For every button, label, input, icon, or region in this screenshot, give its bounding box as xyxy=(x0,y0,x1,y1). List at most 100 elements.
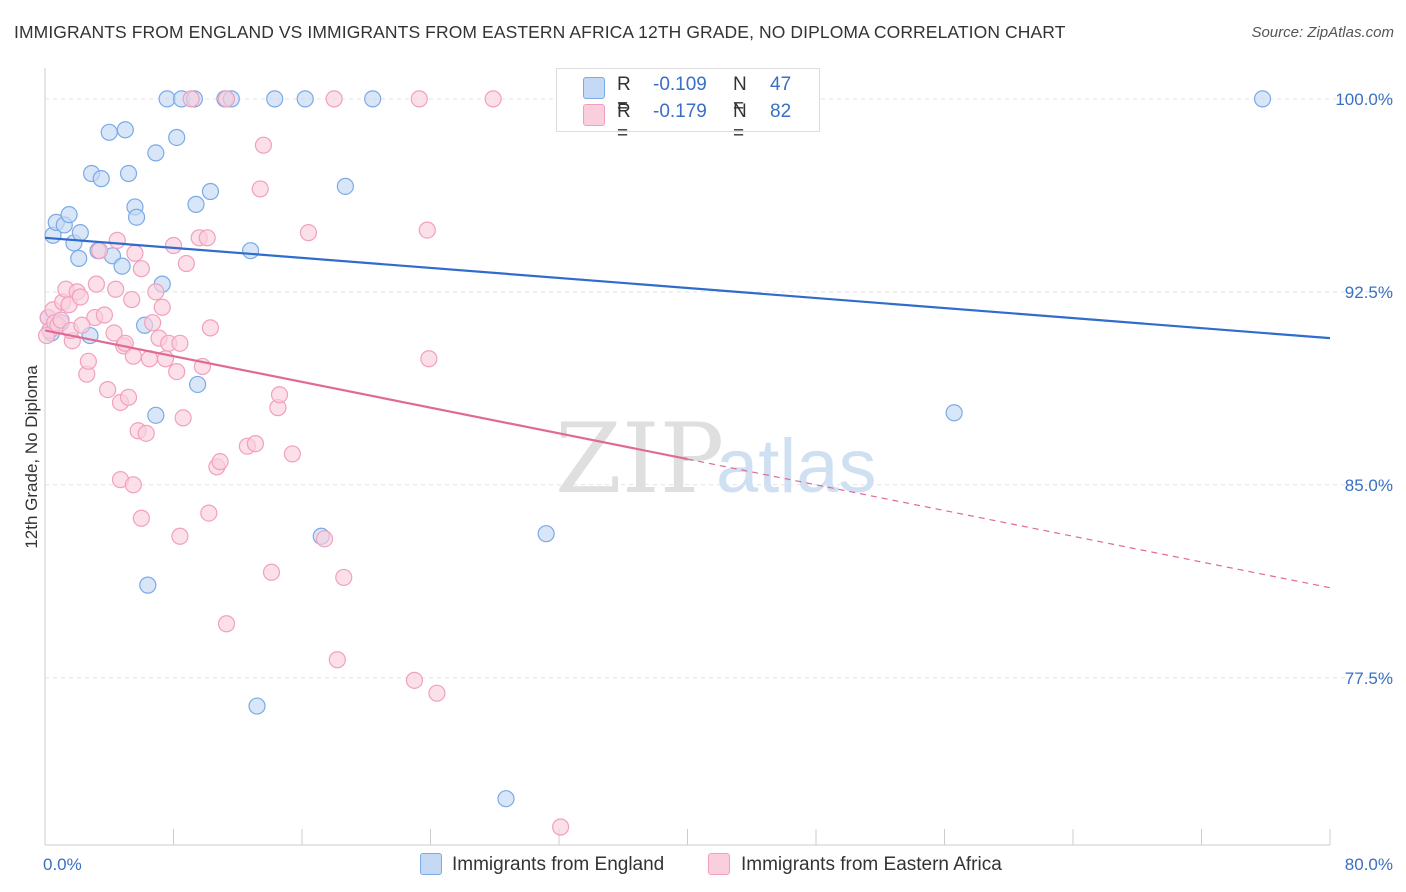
data-point xyxy=(124,476,142,494)
data-point xyxy=(153,298,171,316)
y-tick-label: 100.0% xyxy=(1335,90,1393,109)
data-point xyxy=(126,244,144,262)
data-point xyxy=(364,90,382,108)
data-point xyxy=(171,527,189,545)
data-point xyxy=(95,306,114,324)
data-point xyxy=(70,249,88,267)
data-point xyxy=(262,563,281,581)
n-label: N = xyxy=(733,74,747,117)
watermark: ZIP atlas xyxy=(555,403,877,515)
x-tick-label: 0.0% xyxy=(43,855,82,874)
data-point xyxy=(60,206,78,224)
r-value: -0.179 xyxy=(653,101,707,122)
n-label: N = xyxy=(733,101,747,144)
data-point xyxy=(484,90,502,108)
n-value: 82 xyxy=(770,101,792,122)
data-point xyxy=(270,386,289,404)
data-point xyxy=(119,164,138,183)
data-point xyxy=(315,530,334,548)
trend-line-extension xyxy=(687,458,1331,589)
data-point xyxy=(537,525,555,543)
data-point xyxy=(182,90,200,108)
data-point xyxy=(116,121,134,139)
grid-lines xyxy=(45,98,1395,679)
data-point xyxy=(123,290,141,309)
eastern-africa-legend-label: Immigrants from Eastern Africa xyxy=(741,854,1002,875)
data-point xyxy=(99,381,117,399)
data-point xyxy=(201,182,220,201)
eastern-africa-points xyxy=(38,90,575,836)
data-point xyxy=(158,90,176,108)
r-label: R = xyxy=(617,101,631,144)
data-point xyxy=(418,221,436,239)
data-point xyxy=(113,257,131,275)
england-legend-label: Immigrants from England xyxy=(452,854,665,875)
y-tick-label: 77.5% xyxy=(1345,669,1393,688)
data-point xyxy=(336,177,354,195)
data-point xyxy=(124,347,142,365)
data-point xyxy=(335,568,353,587)
trend-lines xyxy=(44,236,1331,589)
data-point xyxy=(71,224,89,242)
data-point xyxy=(420,350,438,368)
data-point xyxy=(325,90,343,108)
data-point xyxy=(187,195,205,213)
data-point xyxy=(132,509,150,527)
y-tick-label: 85.0% xyxy=(1345,476,1393,495)
data-point xyxy=(107,280,125,298)
data-point xyxy=(137,424,155,442)
data-point xyxy=(201,319,220,337)
y-tick-label: 92.5% xyxy=(1345,283,1393,302)
chart-title: IMMIGRANTS FROM ENGLAND VS IMMIGRANTS FR… xyxy=(14,22,1066,42)
series-legend: Immigrants from England Immigrants from … xyxy=(0,850,1406,880)
data-point xyxy=(248,697,266,715)
trend-line xyxy=(44,329,688,461)
data-point xyxy=(246,435,265,453)
tick-labels: 100.0% 92.5% 85.0% 77.5% 0.0% 80.0% xyxy=(43,90,1393,874)
data-point xyxy=(100,123,118,141)
source-label: Source: ZipAtlas.com xyxy=(1251,24,1394,41)
axes xyxy=(44,68,1331,846)
eastern-africa-swatch xyxy=(583,104,605,126)
data-point xyxy=(200,504,218,522)
data-point xyxy=(147,283,165,301)
data-point xyxy=(144,314,162,332)
r-value: -0.109 xyxy=(653,74,707,95)
data-point xyxy=(177,254,195,273)
data-point xyxy=(92,170,110,188)
data-point xyxy=(79,352,97,370)
x-tick-label: 80.0% xyxy=(1345,855,1393,874)
watermark-atlas: atlas xyxy=(716,424,877,509)
data-point xyxy=(552,818,570,836)
data-point xyxy=(242,242,260,260)
n-value: 47 xyxy=(770,74,792,95)
data-point xyxy=(945,404,963,422)
eastern-africa-legend-swatch xyxy=(708,853,730,875)
data-point xyxy=(105,324,123,342)
england-swatch xyxy=(583,77,605,99)
r-label: R = xyxy=(617,74,631,117)
data-point xyxy=(217,90,236,108)
data-point xyxy=(174,409,192,427)
data-point xyxy=(296,90,314,108)
data-point xyxy=(198,229,216,247)
data-point xyxy=(164,236,183,255)
data-point xyxy=(254,136,273,154)
data-point xyxy=(410,90,428,108)
data-point xyxy=(266,90,284,108)
data-point xyxy=(147,406,165,424)
y-axis-label: 12th Grade, No Diploma xyxy=(22,365,41,549)
data-point xyxy=(127,208,146,226)
correlation-legend: R = -0.109 N = 47 R = -0.179 N = 82 xyxy=(556,68,820,144)
data-point xyxy=(188,375,207,394)
data-point xyxy=(168,128,186,147)
data-point xyxy=(168,362,186,381)
data-point xyxy=(217,615,236,633)
data-point xyxy=(73,316,91,334)
data-point xyxy=(211,453,229,471)
data-point xyxy=(71,288,89,306)
data-point xyxy=(428,684,446,702)
data-point xyxy=(1253,90,1272,108)
data-point xyxy=(283,445,301,463)
data-point xyxy=(497,790,515,808)
